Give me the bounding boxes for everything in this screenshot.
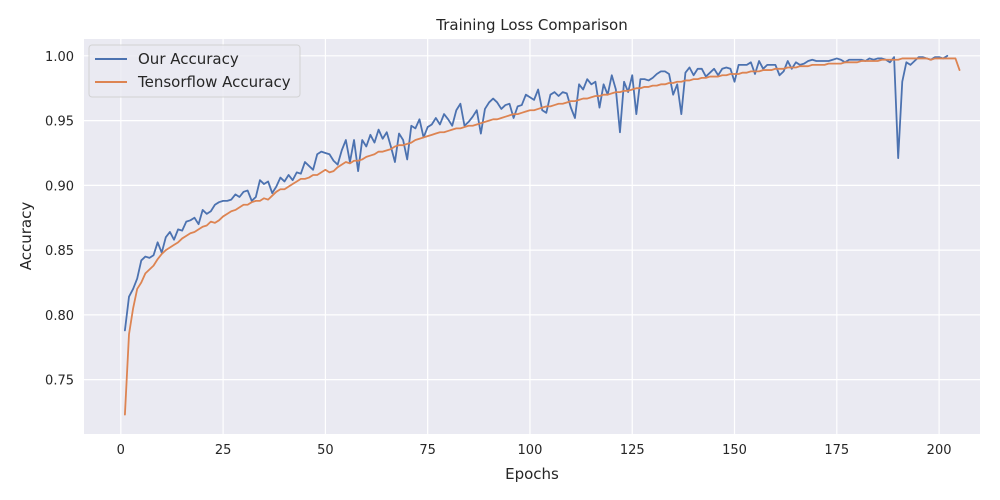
x-tick-label: 125 [620, 443, 645, 458]
x-tick-label: 0 [117, 443, 125, 458]
tensorflow-accuracy-line [124, 57, 961, 416]
ticks: 0 25 50 75 100 125 150 175 200 0.75 0.80 0.85 0.90 0.… [45, 50, 951, 458]
legend-label-tensorflow-accuracy: Tensorflow Accuracy [137, 73, 291, 91]
y-tick-label: 0.80 [45, 309, 74, 324]
x-tick-label: 25 [215, 443, 232, 458]
x-tick-label: 150 [722, 443, 747, 458]
legend: Our Accuracy Tensorflow Accuracy [88, 44, 301, 98]
series-layer [124, 54, 961, 416]
x-tick-label: 100 [518, 443, 543, 458]
legend-box [88, 44, 301, 98]
y-tick-label: 0.95 [45, 115, 74, 130]
y-tick-label: 0.90 [45, 179, 74, 194]
chart-title: Training Loss Comparison [435, 16, 627, 34]
grid [84, 39, 980, 434]
plot-area [84, 39, 980, 434]
y-tick-label: 0.75 [45, 374, 74, 389]
y-axis-title: Accuracy [17, 202, 35, 271]
x-tick-label: 75 [419, 443, 436, 458]
x-tick-label: 175 [824, 443, 849, 458]
x-tick-label: 200 [927, 443, 952, 458]
legend-label-our-accuracy: Our Accuracy [138, 50, 239, 68]
y-tick-label: 0.85 [45, 244, 74, 259]
our-accuracy-line [124, 54, 949, 332]
y-tick-label: 1.00 [45, 50, 74, 65]
x-tick-label: 50 [317, 443, 334, 458]
x-axis-title: Epochs [505, 465, 559, 483]
